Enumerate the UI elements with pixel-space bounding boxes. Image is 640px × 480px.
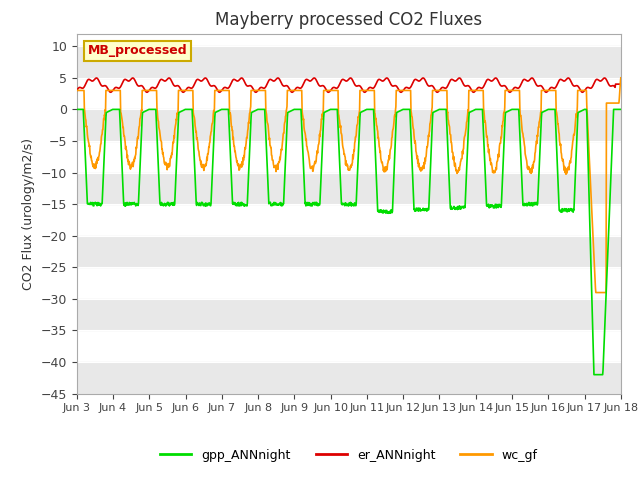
Bar — [77, 46, 621, 78]
Title: Mayberry processed CO2 Fluxes: Mayberry processed CO2 Fluxes — [215, 11, 483, 29]
Bar — [77, 236, 621, 267]
Legend: gpp_ANNnight, er_ANNnight, wc_gf: gpp_ANNnight, er_ANNnight, wc_gf — [155, 444, 543, 467]
Bar — [77, 299, 621, 330]
Bar — [77, 172, 621, 204]
Bar — [77, 362, 621, 394]
Text: MB_processed: MB_processed — [88, 44, 188, 58]
Y-axis label: CO2 Flux (urology/m2/s): CO2 Flux (urology/m2/s) — [22, 138, 35, 289]
Bar — [77, 109, 621, 141]
